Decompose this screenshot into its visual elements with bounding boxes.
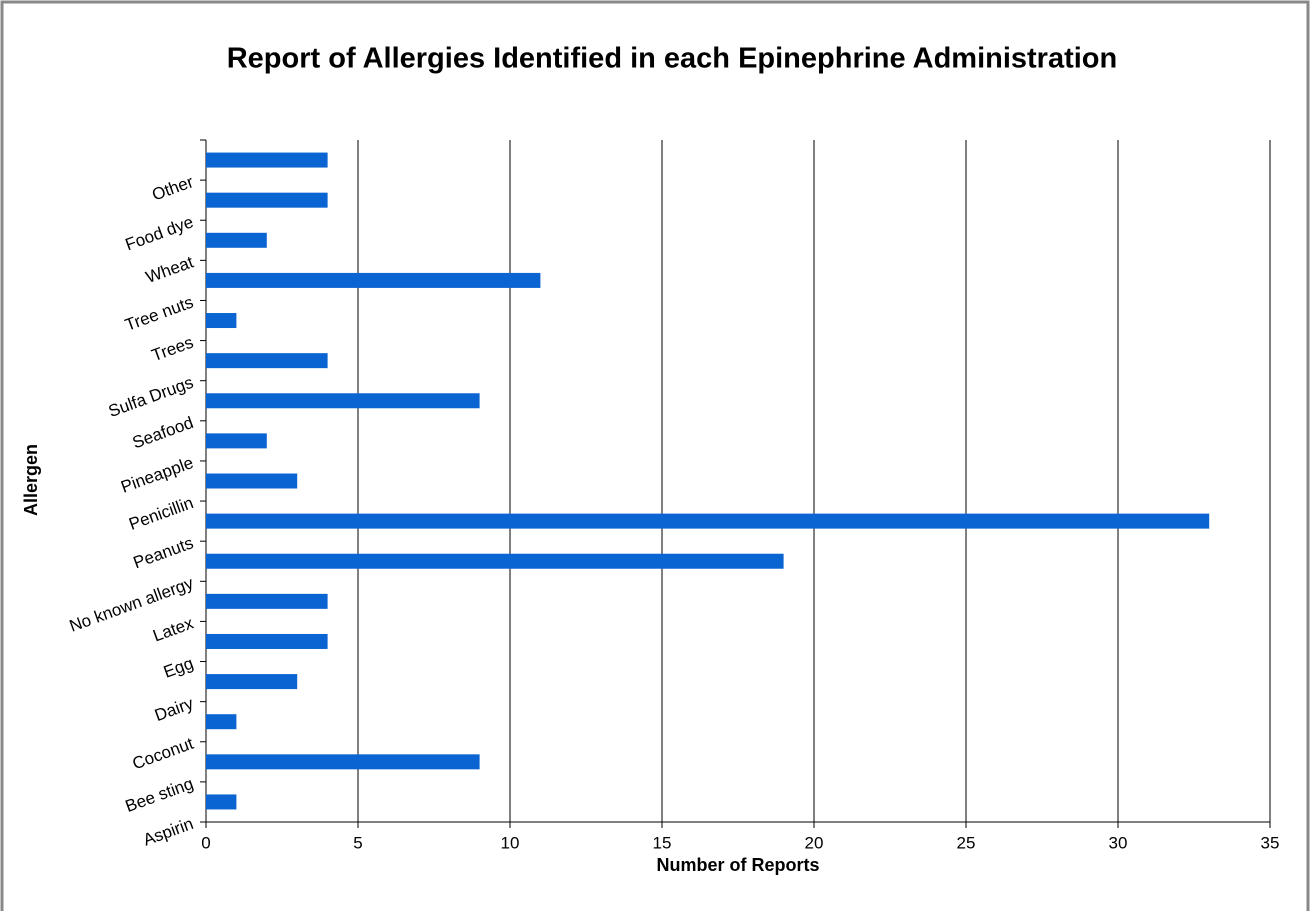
bar bbox=[206, 192, 328, 208]
bar bbox=[206, 313, 237, 329]
x-tick-label: 5 bbox=[353, 833, 362, 852]
bar bbox=[206, 754, 480, 770]
bar bbox=[206, 513, 1210, 529]
bar bbox=[206, 433, 267, 449]
bar bbox=[206, 272, 541, 288]
bar bbox=[206, 152, 328, 168]
bar bbox=[206, 674, 298, 690]
bar bbox=[206, 232, 267, 248]
x-tick-label: 35 bbox=[1261, 833, 1280, 852]
bar bbox=[206, 794, 237, 810]
bar bbox=[206, 553, 784, 569]
bar bbox=[206, 393, 480, 409]
x-tick-label: 30 bbox=[1109, 833, 1128, 852]
bar bbox=[206, 473, 298, 489]
bar bbox=[206, 353, 328, 369]
x-tick-label: 20 bbox=[805, 833, 824, 852]
bar bbox=[206, 714, 237, 730]
x-tick-label: 0 bbox=[201, 833, 210, 852]
bar bbox=[206, 633, 328, 649]
y-axis-title: Allergen bbox=[21, 444, 41, 516]
x-axis-title: Number of Reports bbox=[656, 855, 819, 875]
x-tick-label: 15 bbox=[653, 833, 672, 852]
bar bbox=[206, 593, 328, 609]
x-tick-label: 25 bbox=[957, 833, 976, 852]
x-tick-label: 10 bbox=[501, 833, 520, 852]
chart-title: Report of Allergies Identified in each E… bbox=[227, 43, 1118, 75]
